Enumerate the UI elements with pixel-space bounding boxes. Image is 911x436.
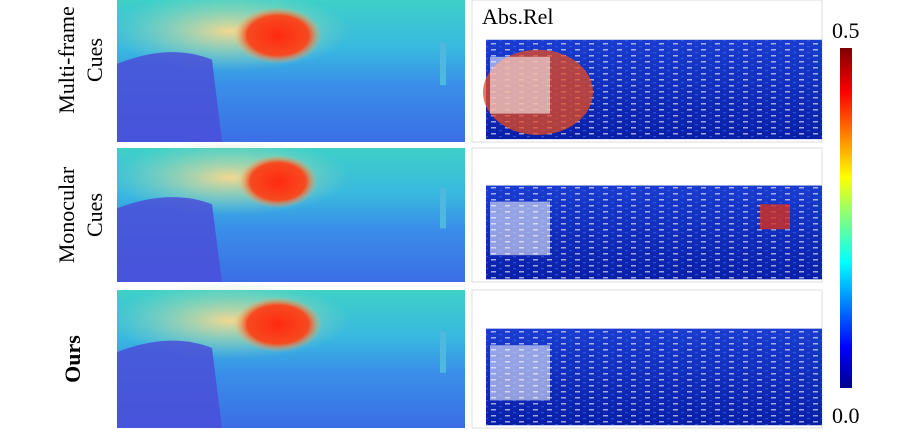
depth-map [110,0,465,142]
depth-car [117,340,222,428]
row-label: Cues [82,38,107,82]
depth-car [117,52,222,142]
depth-map [110,139,465,282]
row-label: Multi-frame [54,6,79,114]
error-title: Abs.Rel [482,4,554,29]
depth-hot [234,7,322,64]
depth-hot [234,296,322,353]
error-white [490,345,550,401]
colorbar-max: 0.5 [832,18,860,43]
panels [110,0,823,429]
error-white [490,56,550,114]
row-label: Monocular [54,166,79,263]
depth-car [117,197,222,282]
row-label: Ours [60,335,85,383]
depth-pole [440,42,446,86]
error-white [490,201,550,256]
error-map [471,147,823,283]
colorbar-min: 0.0 [832,403,860,428]
colorbar [840,48,852,388]
row-label: Cues [82,193,107,237]
depth-map [110,281,465,428]
error-map [471,289,823,429]
depth-pole [440,331,446,373]
depth-hot [238,154,318,209]
error-hot [760,204,790,230]
error-map [471,0,823,143]
depth-pole [440,188,446,229]
